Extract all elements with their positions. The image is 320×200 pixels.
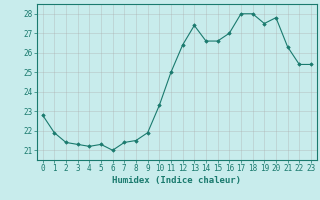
X-axis label: Humidex (Indice chaleur): Humidex (Indice chaleur) [112, 176, 241, 185]
